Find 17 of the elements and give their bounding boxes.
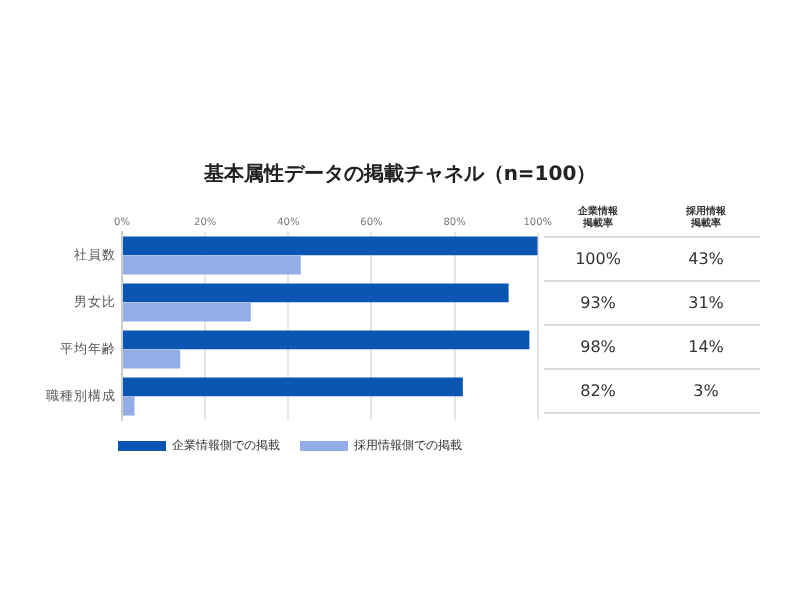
- bar: [123, 349, 181, 369]
- chart-title: 基本属性データの掲載チャネル（n=100）: [201, 161, 599, 188]
- data-label: 100%: [573, 250, 623, 268]
- data-label: 93%: [578, 294, 618, 312]
- bar: [123, 283, 509, 303]
- data-label: 98%: [578, 338, 618, 356]
- bar: [123, 396, 135, 416]
- data-label: 43%: [686, 250, 726, 268]
- bar: [123, 377, 463, 397]
- data-label: 82%: [578, 382, 618, 400]
- data-label: 31%: [686, 294, 726, 312]
- bar: [123, 255, 301, 275]
- data-label: 14%: [686, 338, 726, 356]
- bar: [123, 236, 538, 256]
- data-label: 3%: [691, 382, 721, 400]
- bar: [123, 302, 251, 322]
- bar: [123, 330, 530, 350]
